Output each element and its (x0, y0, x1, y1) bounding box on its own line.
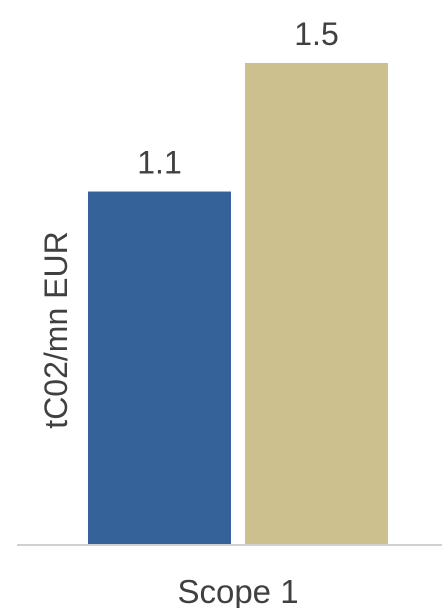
data-labels-layer: 1.1 1.5 (137, 16, 338, 181)
bar-series-1 (88, 191, 231, 546)
bar-series-2 (245, 63, 388, 545)
x-tick-label: Scope 1 (177, 573, 298, 608)
data-label-series-1: 1.1 (137, 145, 181, 181)
data-label-series-2: 1.5 (294, 16, 338, 52)
y-axis-label: tC02/mn EUR (38, 231, 74, 428)
bars-layer (88, 63, 388, 546)
